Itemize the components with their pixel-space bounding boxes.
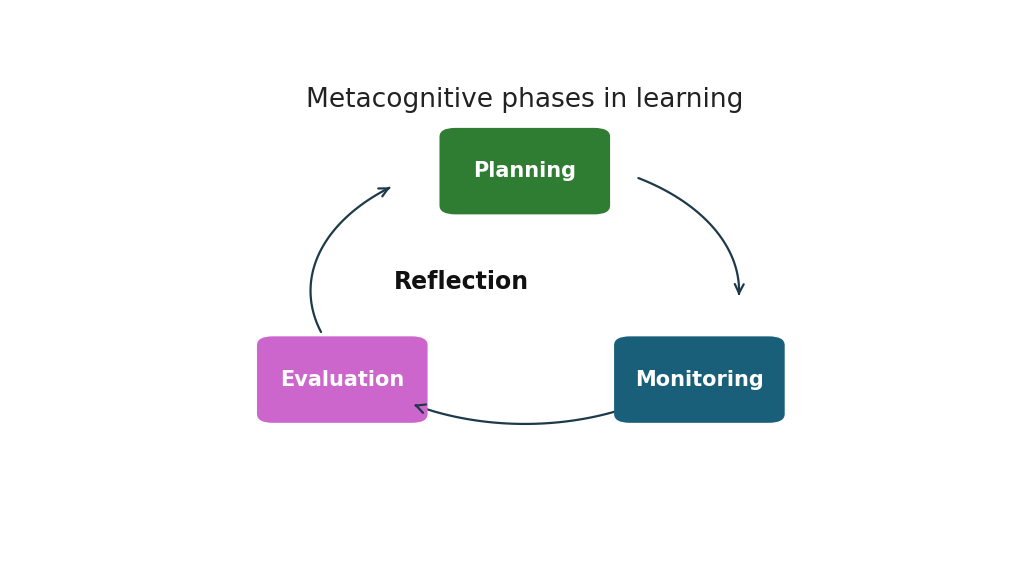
FancyBboxPatch shape (439, 128, 610, 214)
FancyBboxPatch shape (257, 336, 428, 423)
Text: Reflection: Reflection (394, 270, 528, 294)
Text: Monitoring: Monitoring (635, 370, 764, 389)
Text: Metacognitive phases in learning: Metacognitive phases in learning (306, 87, 743, 113)
Text: Planning: Planning (473, 161, 577, 181)
Text: Evaluation: Evaluation (281, 370, 404, 389)
FancyBboxPatch shape (614, 336, 784, 423)
